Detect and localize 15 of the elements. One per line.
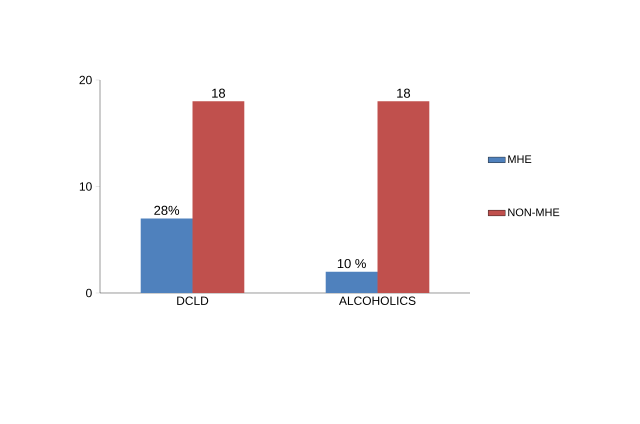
annotation: 10 %	[338, 259, 366, 268]
data-label: 18	[397, 88, 410, 98]
x-tick-label: ALCOHOLICS	[338, 296, 416, 305]
legend-label: NON-MHE	[508, 208, 560, 216]
bar	[140, 218, 193, 293]
annotation: 28%	[154, 206, 180, 215]
bar	[326, 272, 378, 293]
y-tick-label: 0	[86, 288, 92, 298]
x-tick-label: DCLD	[177, 296, 208, 305]
y-tick-label: 20	[80, 76, 92, 84]
legend-label: MHE	[508, 155, 532, 163]
bar	[192, 101, 244, 293]
bar	[378, 101, 430, 293]
y-tick-label: 10	[80, 182, 92, 191]
data-label: 18	[212, 88, 226, 98]
